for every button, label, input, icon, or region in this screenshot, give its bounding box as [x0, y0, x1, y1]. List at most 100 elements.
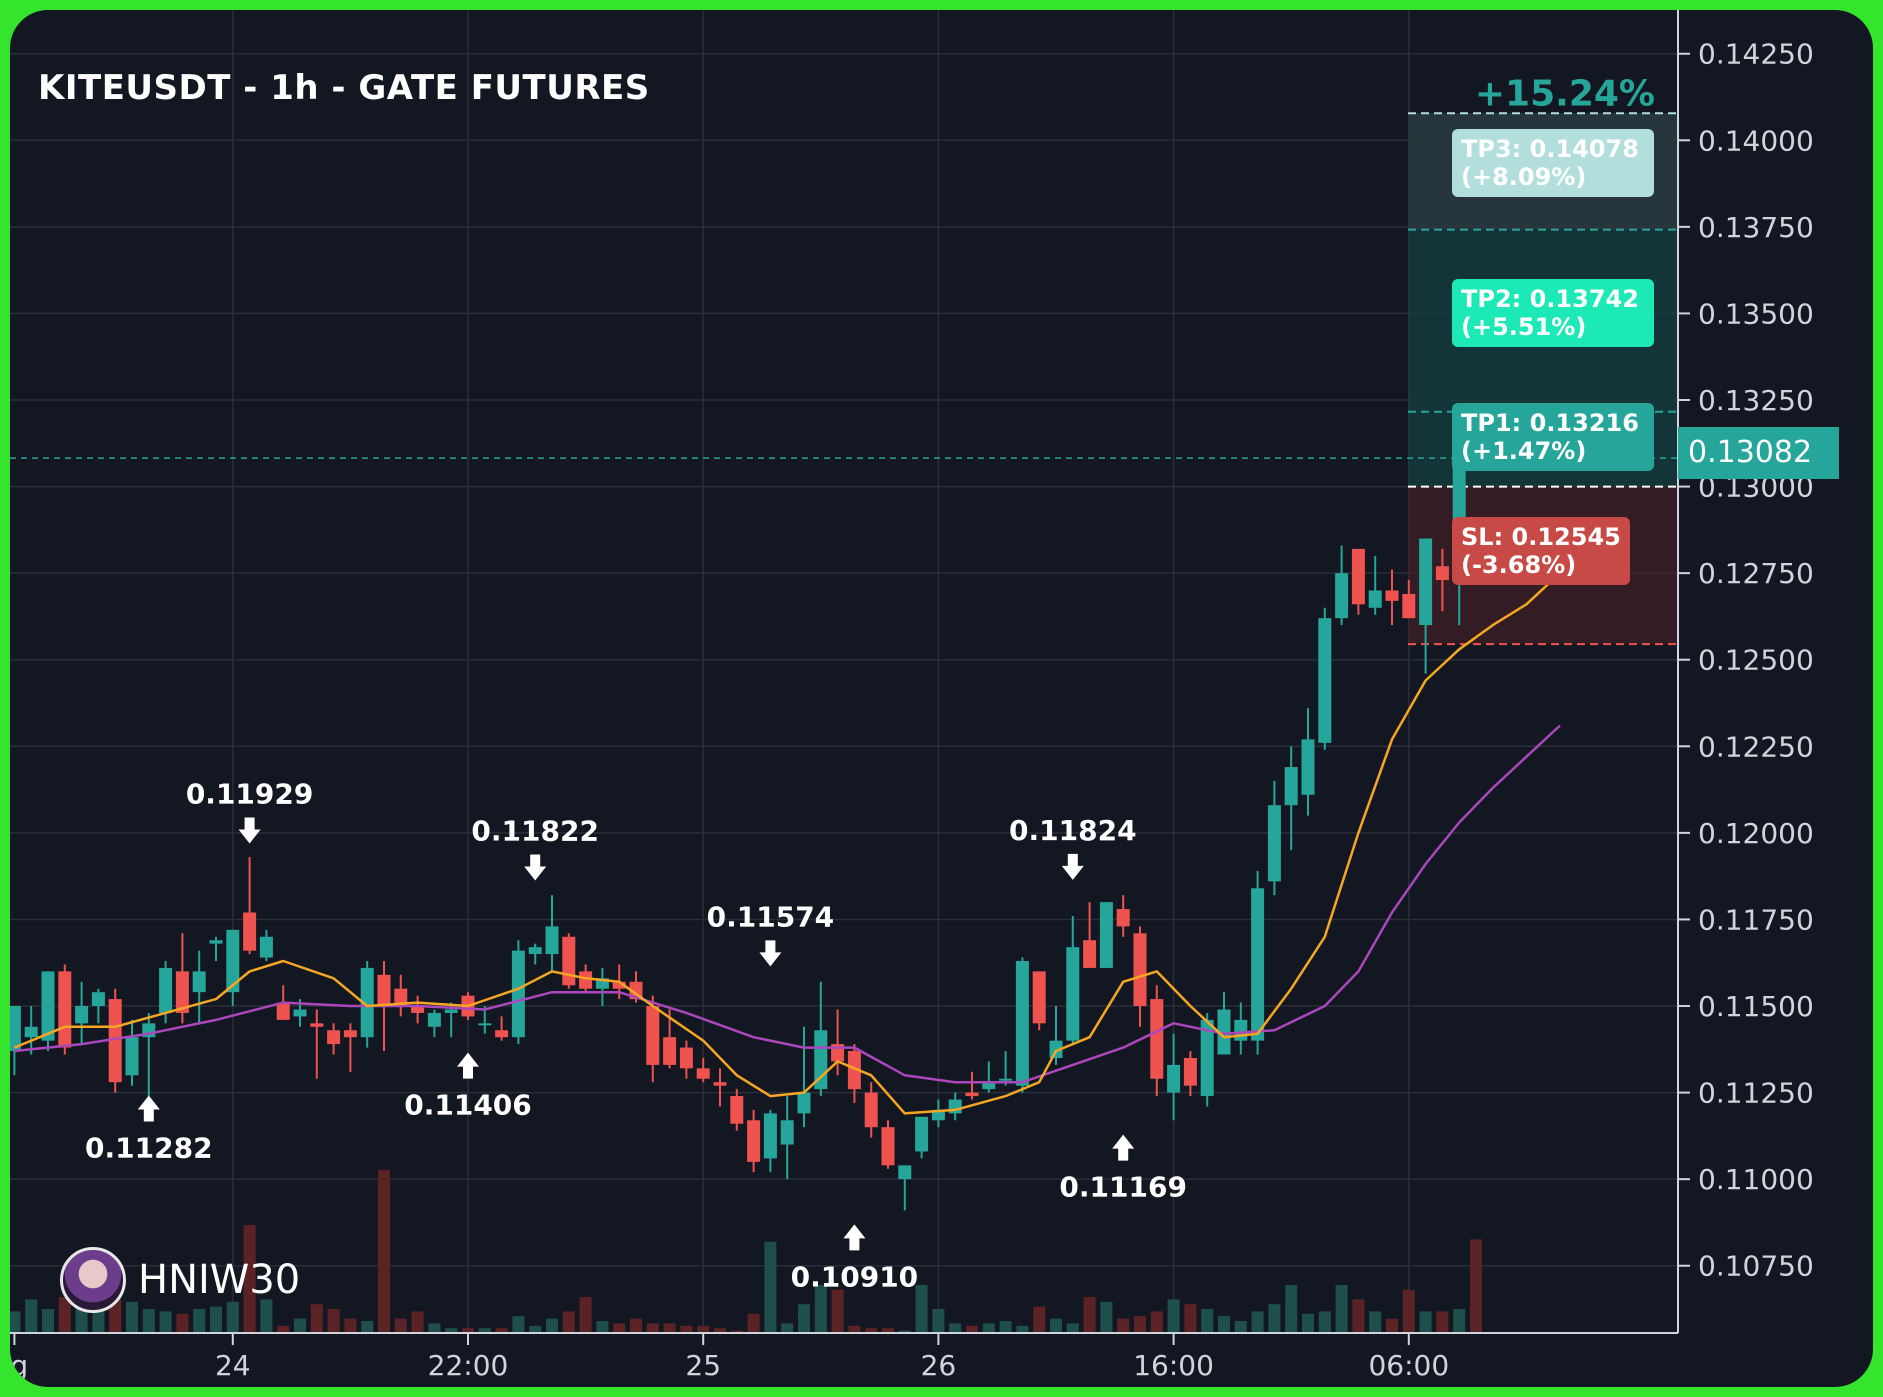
volume-bar	[512, 1316, 525, 1333]
volume-bar	[1318, 1311, 1331, 1333]
y-tick-label: 0.14250	[1698, 38, 1814, 71]
candle-body	[1032, 971, 1046, 1024]
volume-bar	[109, 1299, 122, 1333]
candle-body	[595, 978, 609, 989]
sl-price: SL: 0.12545	[1461, 523, 1621, 551]
volume-bar	[1369, 1311, 1382, 1333]
candle-body	[1183, 1057, 1197, 1086]
candle-body	[696, 1068, 710, 1079]
watermark-text: HNIW30	[138, 1257, 301, 1303]
candle-body	[1049, 1040, 1063, 1058]
volume-bar	[1352, 1299, 1365, 1333]
volume-bar	[42, 1309, 54, 1333]
candle-body	[511, 950, 525, 1038]
y-tick-label: 0.11000	[1698, 1163, 1814, 1196]
candle-body	[259, 936, 273, 958]
candle-body	[679, 1047, 693, 1069]
volume-bar	[966, 1325, 978, 1333]
candle-body	[1234, 1019, 1248, 1041]
volume-bar	[361, 1321, 374, 1333]
candle-body	[1251, 888, 1265, 1041]
target-labels: +15.24%TP3: 0.14078(+8.09%)TP2: 0.13742(…	[1452, 73, 1655, 585]
volume-bar	[260, 1299, 273, 1333]
swing-high-label: 0.11929	[186, 777, 314, 810]
volume-bar	[663, 1323, 676, 1333]
volume-bar	[915, 1285, 928, 1333]
candle-body	[528, 947, 542, 955]
volume-bar	[1117, 1318, 1130, 1333]
volume-bar	[1335, 1285, 1348, 1333]
volume-bar	[92, 1309, 105, 1333]
arrow-up-icon	[1112, 1134, 1135, 1161]
candle-body	[864, 1092, 878, 1128]
candle-body	[1368, 590, 1382, 608]
volume-bar	[579, 1297, 592, 1333]
volume-bar	[445, 1328, 458, 1333]
candle-body	[58, 971, 72, 1048]
volume-bar	[10, 1311, 21, 1333]
volume-bar	[1150, 1311, 1163, 1333]
tp2-box	[1452, 279, 1654, 347]
x-tick-label: 22:00	[428, 1349, 509, 1382]
volume-bar	[1016, 1325, 1029, 1333]
volume-bar	[478, 1328, 491, 1333]
candle-body	[797, 1092, 811, 1114]
arrow-up-icon	[457, 1052, 479, 1079]
candle-body	[1200, 1019, 1214, 1097]
candle-body	[1015, 961, 1029, 1086]
volume-bar	[277, 1325, 290, 1333]
sl-box	[1452, 517, 1630, 585]
swing-low-label: 0.10910	[791, 1260, 919, 1293]
volume-bar	[1419, 1311, 1432, 1333]
volume-bar	[411, 1311, 424, 1333]
tp2-pct: (+5.51%)	[1461, 313, 1586, 341]
candle-body	[209, 940, 223, 944]
total-gain-label: +15.24%	[1475, 73, 1655, 114]
candle-body	[1385, 590, 1399, 601]
volume-bar	[697, 1325, 710, 1333]
current-price-tag: 0.13082	[1678, 427, 1839, 479]
volume-bar	[159, 1311, 172, 1333]
volume-bar	[999, 1321, 1012, 1333]
candle-body	[579, 971, 593, 989]
candle-body	[108, 999, 122, 1083]
candle-body	[192, 971, 206, 993]
volume-bar	[814, 1285, 827, 1333]
candle-body	[91, 992, 105, 1007]
avatar-icon	[60, 1247, 126, 1313]
volume-bar	[462, 1328, 474, 1333]
volume-bar	[1201, 1309, 1214, 1333]
candle-body	[310, 1023, 324, 1027]
candle-body	[377, 974, 391, 1007]
volume-bar	[680, 1325, 693, 1333]
volume-bar	[1470, 1239, 1482, 1333]
candle-body	[10, 1006, 21, 1052]
volume-bar	[344, 1318, 357, 1333]
arrow-up-icon	[137, 1095, 160, 1122]
volume-bars	[10, 1169, 1482, 1333]
candle-body	[478, 1023, 492, 1026]
candles	[10, 451, 1466, 1211]
candle-body	[646, 1006, 660, 1065]
candle-body	[545, 926, 559, 955]
y-tick-label: 0.13750	[1698, 211, 1814, 244]
swing-high-label: 0.11824	[1009, 814, 1137, 847]
candle-body	[411, 1006, 425, 1013]
candle-body	[1267, 805, 1281, 882]
y-tick-label: 0.11250	[1698, 1077, 1814, 1110]
tp3-price: TP3: 0.14078	[1461, 135, 1639, 163]
volume-bar	[210, 1306, 222, 1333]
volume-bar	[865, 1328, 878, 1333]
volume-bar	[495, 1328, 508, 1333]
y-tick-label: 0.13500	[1698, 297, 1814, 330]
arrow-up-icon	[843, 1224, 866, 1251]
candle-body	[881, 1127, 895, 1166]
volume-bar	[898, 1330, 911, 1333]
x-tick-label: 24	[215, 1349, 251, 1382]
candle-body	[1284, 767, 1298, 806]
ema-fast-line	[13, 572, 1561, 1115]
candle-body	[1150, 999, 1164, 1079]
price-chart[interactable]: 0.11929 0.11822 0.11574 0.11824 0.11282 0.114…	[10, 10, 1873, 1387]
candle-body	[747, 1120, 761, 1162]
volume-bar	[1436, 1311, 1449, 1333]
